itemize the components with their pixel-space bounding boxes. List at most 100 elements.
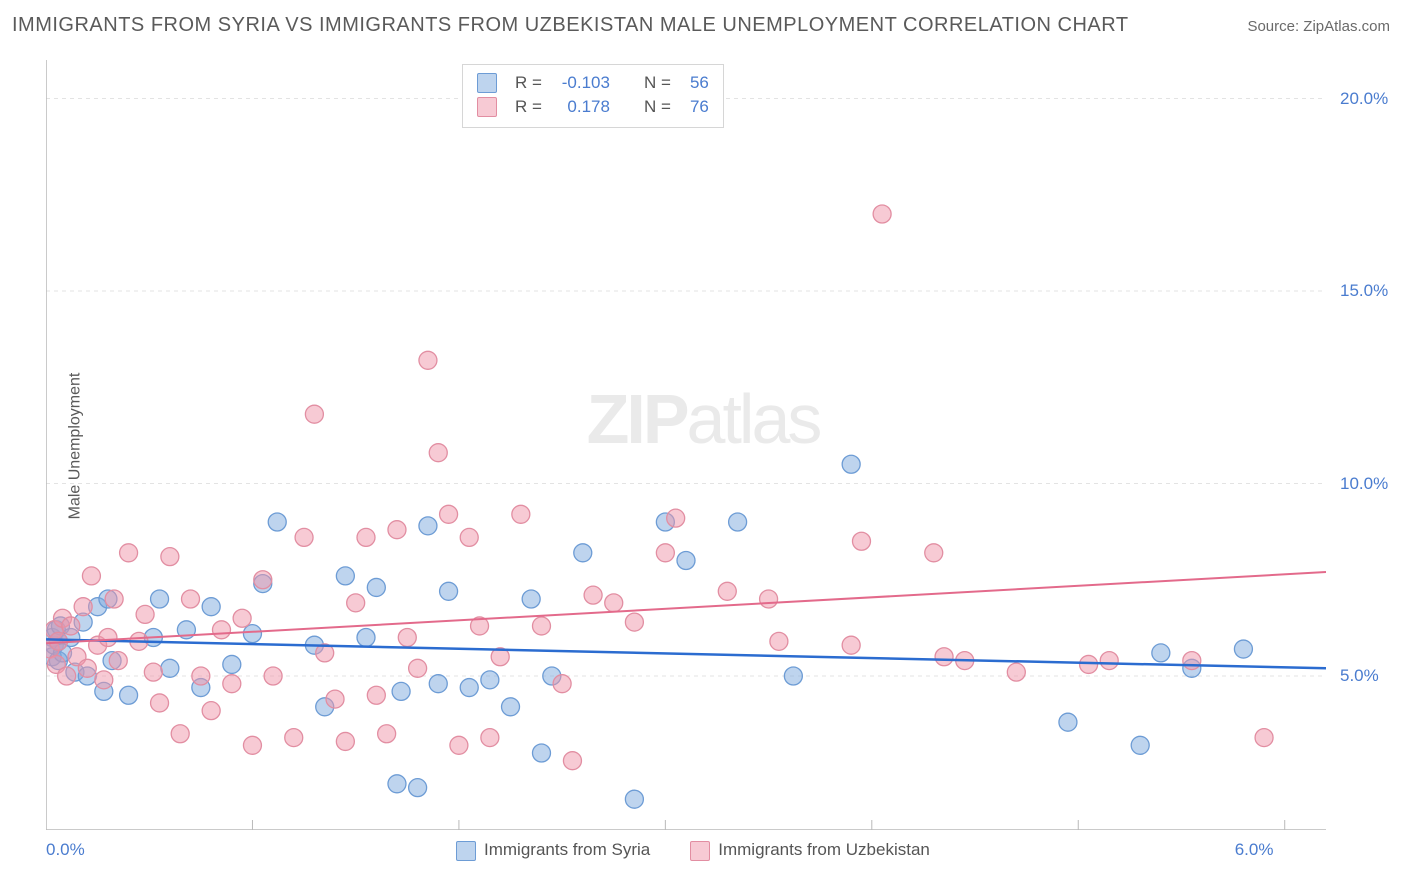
- data-point: [784, 667, 802, 685]
- data-point: [584, 586, 602, 604]
- stats-legend-box: R = -0.103 N = 56R = 0.178 N = 76: [462, 64, 724, 128]
- data-point: [357, 629, 375, 647]
- data-point: [58, 667, 76, 685]
- data-point: [95, 671, 113, 689]
- data-point: [1183, 652, 1201, 670]
- data-point: [574, 544, 592, 562]
- data-point: [78, 659, 96, 677]
- data-point: [326, 690, 344, 708]
- series-swatch: [690, 841, 710, 861]
- data-point: [1080, 655, 1098, 673]
- data-point: [105, 590, 123, 608]
- data-point: [223, 655, 241, 673]
- data-point: [243, 736, 261, 754]
- data-point: [760, 590, 778, 608]
- data-point: [62, 617, 80, 635]
- data-point: [532, 744, 550, 762]
- data-point: [357, 528, 375, 546]
- data-point: [729, 513, 747, 531]
- data-point: [223, 675, 241, 693]
- chart-title: IMMIGRANTS FROM SYRIA VS IMMIGRANTS FROM…: [12, 14, 1129, 37]
- data-point: [161, 548, 179, 566]
- data-point: [120, 544, 138, 562]
- data-point: [625, 790, 643, 808]
- data-point: [243, 625, 261, 643]
- data-point: [512, 505, 530, 523]
- data-point: [440, 505, 458, 523]
- source-label: Source: ZipAtlas.com: [1247, 18, 1390, 35]
- data-point: [605, 594, 623, 612]
- stat-n-label: N =: [644, 95, 671, 119]
- data-point: [440, 582, 458, 600]
- data-point: [202, 702, 220, 720]
- stats-row: R =0.178N =76: [477, 95, 709, 119]
- data-point: [429, 444, 447, 462]
- data-point: [144, 663, 162, 681]
- data-point: [264, 667, 282, 685]
- data-point: [502, 698, 520, 716]
- data-point: [1152, 644, 1170, 662]
- data-point: [109, 652, 127, 670]
- data-point: [563, 752, 581, 770]
- stat-r-label: R =: [515, 71, 542, 95]
- data-point: [419, 351, 437, 369]
- data-point: [305, 405, 323, 423]
- data-point: [667, 509, 685, 527]
- data-point: [120, 686, 138, 704]
- series-swatch: [477, 97, 497, 117]
- stat-n-value: 56: [681, 71, 709, 95]
- data-point: [1007, 663, 1025, 681]
- data-point: [1131, 736, 1149, 754]
- stat-n-value: 76: [681, 95, 709, 119]
- data-point: [450, 736, 468, 754]
- stat-r-value: 0.178: [552, 95, 610, 119]
- data-point: [481, 729, 499, 747]
- data-point: [625, 613, 643, 631]
- data-point: [481, 671, 499, 689]
- data-point: [151, 694, 169, 712]
- legend-label: Immigrants from Syria: [484, 840, 650, 859]
- data-point: [460, 528, 478, 546]
- data-point: [388, 775, 406, 793]
- data-point: [388, 521, 406, 539]
- data-point: [1059, 713, 1077, 731]
- data-point: [347, 594, 365, 612]
- data-point: [336, 732, 354, 750]
- data-point: [285, 729, 303, 747]
- data-point: [151, 590, 169, 608]
- data-point: [136, 605, 154, 623]
- legend-label: Immigrants from Uzbekistan: [718, 840, 930, 859]
- y-tick-label: 10.0%: [1340, 474, 1396, 494]
- data-point: [1100, 652, 1118, 670]
- x-tick-label: 6.0%: [1235, 840, 1274, 860]
- data-point: [429, 675, 447, 693]
- y-tick-label: 5.0%: [1340, 666, 1396, 686]
- data-point: [1255, 729, 1273, 747]
- data-point: [268, 513, 286, 531]
- legend-item: Immigrants from Uzbekistan: [690, 840, 930, 861]
- stats-row: R = -0.103 N = 56: [477, 71, 709, 95]
- stat-n-label: N =: [644, 71, 671, 95]
- data-point: [161, 659, 179, 677]
- scatter-plot: [46, 60, 1326, 830]
- data-point: [460, 679, 478, 697]
- data-point: [409, 779, 427, 797]
- data-point: [677, 552, 695, 570]
- data-point: [378, 725, 396, 743]
- data-point: [192, 667, 210, 685]
- trend-line: [46, 572, 1326, 643]
- data-point: [82, 567, 100, 585]
- data-point: [233, 609, 251, 627]
- data-point: [522, 590, 540, 608]
- data-point: [873, 205, 891, 223]
- data-point: [202, 598, 220, 616]
- data-point: [171, 725, 189, 743]
- stat-r-value: -0.103: [552, 71, 610, 95]
- series-swatch: [477, 73, 497, 93]
- data-point: [409, 659, 427, 677]
- series-swatch: [456, 841, 476, 861]
- data-point: [852, 532, 870, 550]
- data-point: [392, 682, 410, 700]
- data-point: [419, 517, 437, 535]
- y-tick-label: 20.0%: [1340, 89, 1396, 109]
